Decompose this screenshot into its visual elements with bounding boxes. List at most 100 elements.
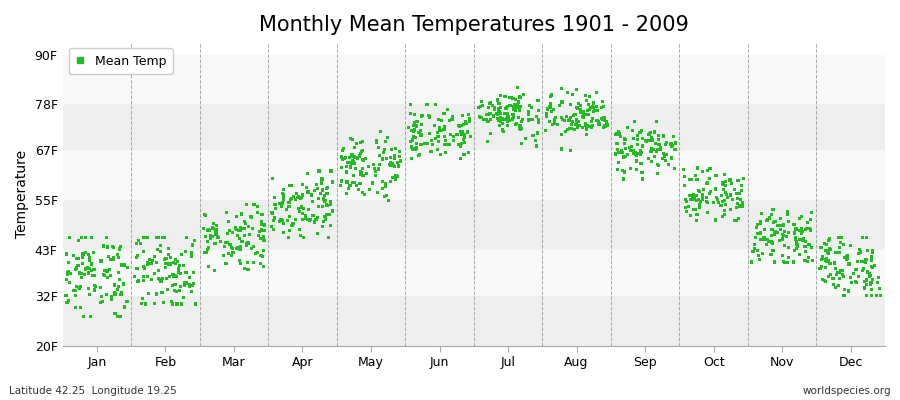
Point [446,134,461,140]
Point [620,152,634,158]
Point [689,211,704,217]
Point [752,252,766,258]
Point [708,186,723,193]
Point [453,128,467,135]
Point [105,244,120,250]
Point [647,129,662,135]
Point [679,208,693,215]
Point [562,117,576,123]
Point [420,140,435,147]
Point [562,125,577,132]
Point [865,292,879,299]
Point [81,265,95,271]
Point [120,298,134,304]
Point [626,135,641,142]
Point [733,190,747,196]
Point [406,128,420,135]
Point [564,122,579,128]
Point [472,104,486,110]
Point [346,173,360,179]
Point [518,136,533,142]
Point [140,273,155,280]
Point [337,145,351,152]
Point [677,174,691,180]
Point [428,136,443,142]
Point [759,242,773,248]
Point [690,212,705,218]
Point [265,175,279,182]
Point [137,235,151,241]
Point [855,234,869,241]
Point [544,91,559,98]
Point [368,172,382,178]
Point [63,280,77,286]
Point [121,264,135,270]
Point [859,281,873,287]
Point [311,168,326,174]
Point [275,200,290,206]
Point [514,140,528,146]
Point [178,248,193,254]
Point [840,256,854,262]
Point [454,143,468,149]
Point [365,180,380,186]
Point [753,236,768,242]
Point [149,234,164,241]
Point [522,111,536,118]
Point [230,227,244,233]
Point [274,217,289,223]
Point [155,290,169,296]
Point [183,274,197,281]
Point [481,118,495,125]
Point [134,301,148,307]
Point [516,117,530,123]
Point [797,257,812,264]
Point [238,220,252,226]
Point [405,137,419,143]
Point [547,120,562,126]
Point [790,243,805,249]
Point [543,104,557,110]
Point [378,180,392,187]
Point [414,121,428,128]
Point [717,172,732,178]
Point [700,209,715,216]
Point [708,216,723,222]
Point [208,228,222,235]
Point [631,150,645,157]
Point [856,265,870,272]
Point [231,227,246,234]
Point [179,269,194,276]
Point [136,273,150,279]
Point [570,124,584,131]
Point [634,160,648,166]
Point [539,114,554,120]
Point [679,196,693,202]
Point [773,222,788,229]
Point [718,189,733,196]
Point [230,246,244,252]
Point [634,151,648,158]
Point [112,246,127,252]
Point [73,286,87,292]
Point [409,140,423,146]
Point [822,237,836,243]
Point [716,213,730,220]
Point [730,177,744,184]
Point [554,86,569,92]
Point [326,208,340,214]
Point [81,251,95,258]
Point [392,154,407,160]
Point [849,267,863,273]
Point [779,234,794,240]
Point [491,108,506,114]
Point [729,218,743,224]
Point [689,192,704,198]
Point [130,254,144,261]
Point [657,133,671,139]
Text: Latitude 42.25  Longitude 19.25: Latitude 42.25 Longitude 19.25 [9,386,176,396]
Point [421,112,436,118]
Point [251,250,266,256]
Point [237,266,251,272]
Point [323,222,338,228]
